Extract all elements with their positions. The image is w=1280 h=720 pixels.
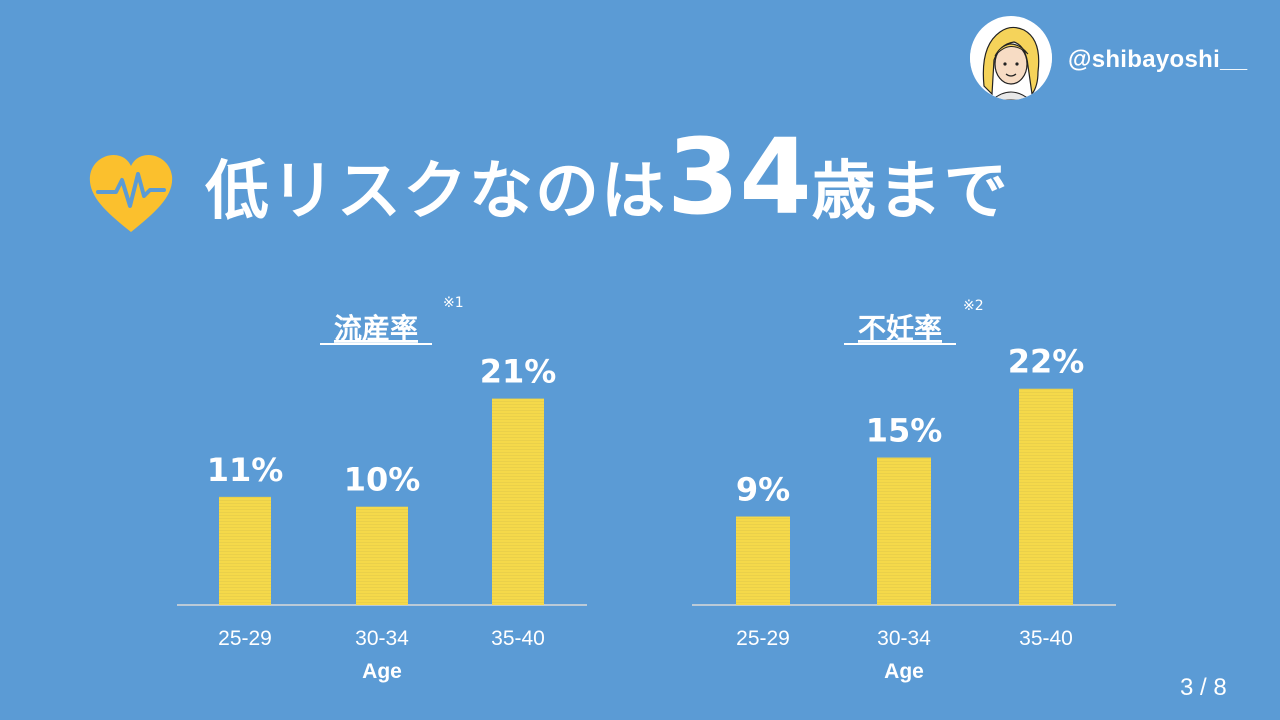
heartbeat-heart-icon xyxy=(86,152,176,236)
chart-note: ※2 xyxy=(963,298,984,314)
page-indicator: 3 / 8 xyxy=(1180,674,1227,701)
x-tick-label: 30-34 xyxy=(877,627,931,650)
bar xyxy=(492,398,544,605)
x-tick-label: 30-34 xyxy=(355,627,409,650)
bar xyxy=(356,506,408,605)
chart-note: ※1 xyxy=(443,295,464,311)
x-axis-label: Age xyxy=(884,660,924,683)
bar xyxy=(219,496,271,605)
data-label: 10% xyxy=(344,461,421,499)
chart-title: 不妊率 xyxy=(858,312,942,345)
data-label: 15% xyxy=(866,412,943,450)
author-handle[interactable]: @shibayoshi__ xyxy=(1068,46,1248,73)
title-suffix: 歳まで xyxy=(811,155,1010,229)
page-title: 低リスクなのは 34 歳まで xyxy=(205,125,1010,235)
bar xyxy=(736,516,790,605)
user-avatar[interactable] xyxy=(970,16,1052,100)
data-label: 9% xyxy=(736,471,790,509)
data-label: 22% xyxy=(1008,343,1085,381)
data-label: 11% xyxy=(207,451,284,489)
x-tick-label: 25-29 xyxy=(736,627,790,650)
chart-title: 流産率 xyxy=(334,312,418,345)
data-label: 21% xyxy=(480,353,557,391)
x-tick-label: 35-40 xyxy=(491,627,545,650)
x-tick-label: 35-40 xyxy=(1019,627,1073,650)
title-prefix: 低リスクなのは xyxy=(205,155,667,229)
bar xyxy=(1019,388,1073,605)
title-number: 34 xyxy=(667,116,812,238)
x-tick-label: 25-29 xyxy=(218,627,272,650)
author-badge: @shibayoshi__ xyxy=(968,16,1268,106)
x-axis-label: Age xyxy=(362,660,402,683)
bar xyxy=(877,457,931,605)
